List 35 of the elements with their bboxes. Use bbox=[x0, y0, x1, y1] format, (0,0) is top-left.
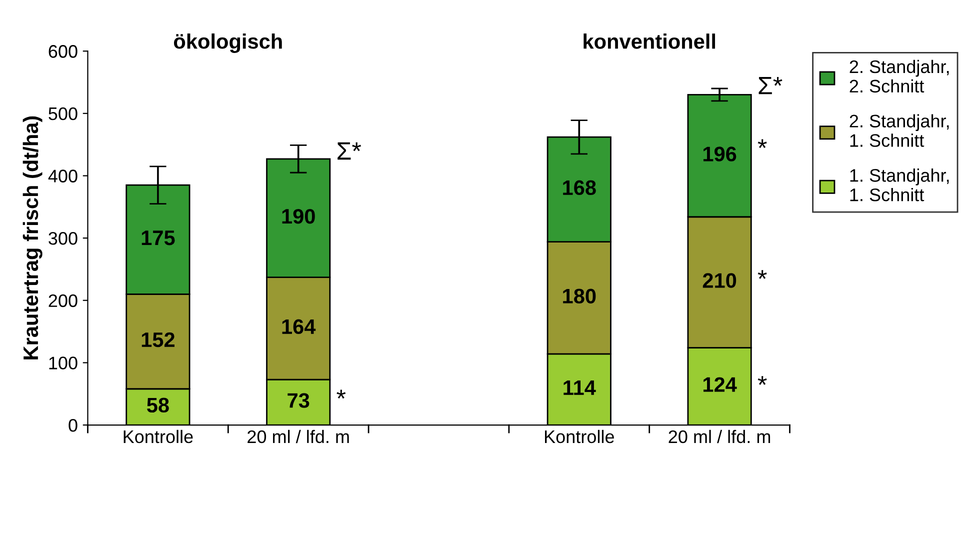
x-tick-label: Kontrolle bbox=[124, 430, 193, 444]
annotation: * bbox=[758, 376, 767, 385]
annotation: * bbox=[758, 139, 767, 148]
data-label: 196 bbox=[703, 146, 736, 162]
data-label: 190 bbox=[282, 208, 315, 224]
annotation: Σ* bbox=[338, 142, 362, 160]
data-label: 164 bbox=[282, 319, 316, 334]
annotation: * bbox=[758, 270, 767, 279]
y-tick-label: 400 bbox=[48, 170, 78, 182]
data-label: 73 bbox=[288, 393, 310, 408]
y-tick-label: 600 bbox=[48, 45, 78, 58]
data-label: 152 bbox=[142, 332, 174, 348]
data-label: 114 bbox=[564, 380, 596, 395]
x-tick-label: 20 ml / lfd. m bbox=[248, 430, 349, 444]
y-tick-label: 100 bbox=[49, 356, 78, 370]
y-tick-label: 200 bbox=[48, 294, 78, 308]
data-label: 180 bbox=[563, 288, 596, 304]
legend-label: 2. Standjahr, 2. Schnitt bbox=[850, 60, 949, 93]
x-tick-label: 20 ml / lfd. m bbox=[668, 430, 770, 444]
x-tick-label: Kontrolle bbox=[545, 430, 614, 444]
data-label: 175 bbox=[142, 230, 175, 246]
data-label: 124 bbox=[703, 377, 737, 392]
y-tick-label: 500 bbox=[48, 107, 78, 120]
annotation: * bbox=[336, 390, 346, 399]
data-label: 168 bbox=[563, 180, 596, 196]
legend-label: 1. Standjahr, 1. Schnitt bbox=[850, 168, 949, 202]
legend-label: 2. Standjahr, 1. Schnitt bbox=[850, 114, 949, 147]
y-axis-title: Krautertrag frisch (dt/ha) bbox=[22, 116, 42, 360]
annotation: Σ* bbox=[758, 76, 782, 94]
data-label: 210 bbox=[702, 273, 736, 288]
text: konventionell bbox=[584, 34, 716, 49]
annotation: ökologisch bbox=[174, 33, 282, 53]
data-label: 58 bbox=[147, 398, 169, 413]
y-tick-label: 300 bbox=[48, 232, 78, 245]
y-tick-label: 0 bbox=[68, 418, 78, 432]
